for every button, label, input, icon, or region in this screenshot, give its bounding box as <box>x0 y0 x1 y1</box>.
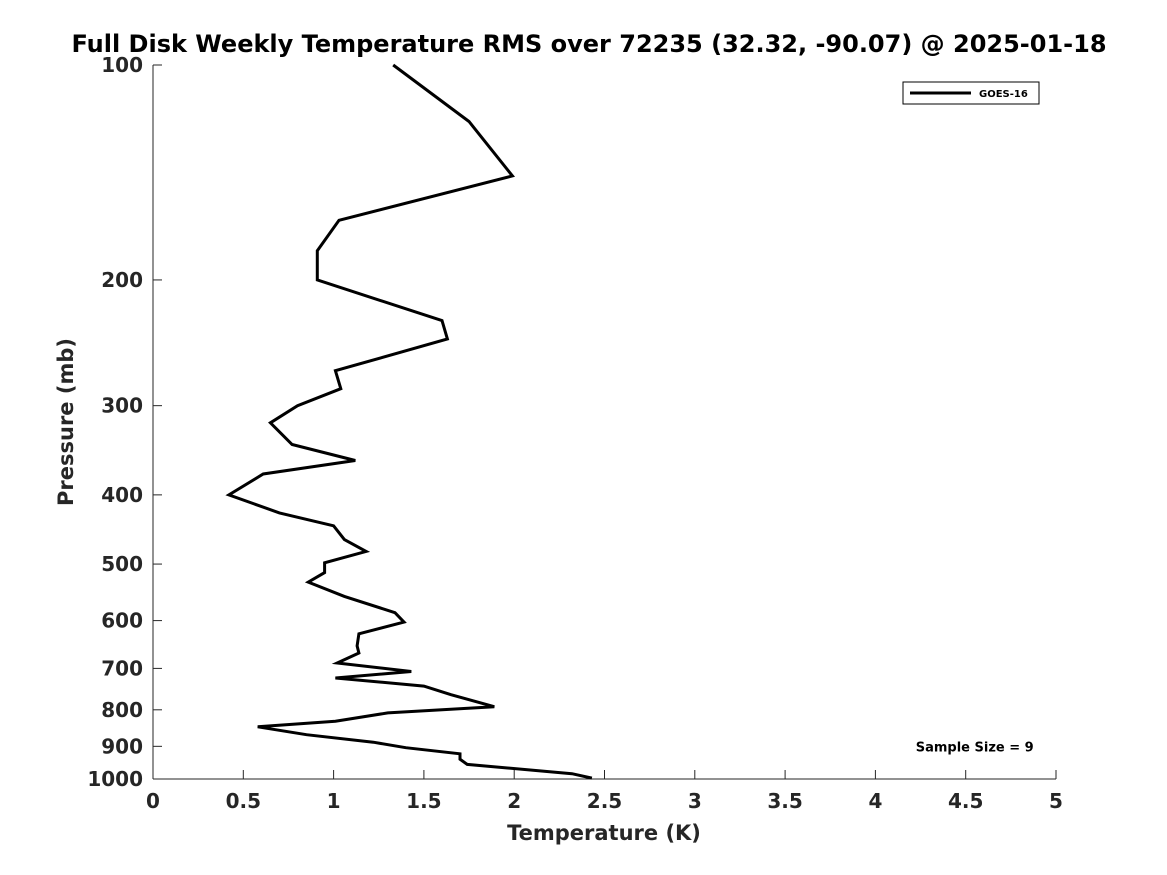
plot-area <box>153 65 1056 779</box>
x-tick-label: 4 <box>868 789 882 813</box>
series-line <box>225 63 593 780</box>
annotation: Sample Size = 9 <box>916 740 1034 755</box>
y-tick-label: 1000 <box>87 767 143 791</box>
legend: GOES-16 <box>902 81 1040 105</box>
legend-label: GOES-16 <box>979 89 1028 100</box>
x-tick-label: 0.5 <box>226 789 261 813</box>
chart-title: Full Disk Weekly Temperature RMS over 72… <box>71 30 1106 58</box>
x-axis-label: Temperature (K) <box>507 821 701 845</box>
x-tick-label: 2.5 <box>587 789 622 813</box>
y-tick-label: 400 <box>101 483 143 507</box>
x-tick-label: 0 <box>146 789 160 813</box>
annotations: Sample Size = 9 <box>916 740 1034 755</box>
y-tick-label: 600 <box>101 609 143 633</box>
y-tick-label: 100 <box>101 53 143 77</box>
x-tick-label: 5 <box>1049 789 1063 813</box>
y-tick-label: 200 <box>101 268 143 292</box>
y-tick-label: 300 <box>101 394 143 418</box>
y-tick-labels: 100 200 300 400 500 600 700 800 900 1000 <box>87 53 143 791</box>
x-tick-label: 3.5 <box>767 789 802 813</box>
x-tick-label: 1 <box>327 789 341 813</box>
x-tick-label: 2 <box>507 789 521 813</box>
x-tick-label: 1.5 <box>406 789 441 813</box>
x-tick-label: 3 <box>688 789 702 813</box>
y-axis-label: Pressure (mb) <box>54 338 78 506</box>
tick-marks <box>152 64 1057 780</box>
x-tick-label: 4.5 <box>948 789 983 813</box>
y-tick-label: 500 <box>101 552 143 576</box>
y-tick-label: 900 <box>101 734 143 758</box>
y-tick-label: 800 <box>101 698 143 722</box>
series-group <box>225 63 593 780</box>
y-tick-label: 700 <box>101 656 143 680</box>
x-tick-labels: 0 0.5 1 1.5 2 2.5 3 3.5 4 4.5 5 <box>146 789 1063 813</box>
